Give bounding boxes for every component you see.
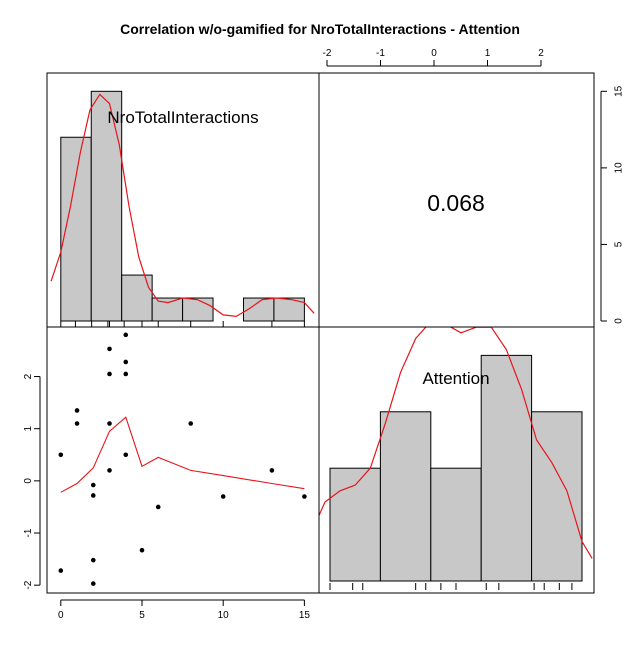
scatter-point	[123, 359, 129, 365]
bottom-axis-tick-label: 5	[139, 610, 145, 621]
scatter-point	[107, 421, 112, 426]
correlation-value: 0.068	[427, 190, 485, 216]
histogram-bar	[151, 297, 184, 322]
scatter-point	[123, 371, 129, 377]
smoother-line	[60, 416, 305, 493]
histogram-bar	[182, 297, 214, 322]
scatter-point	[107, 346, 112, 352]
scatter-point	[269, 468, 275, 473]
histogram-nro-total-interactions: NroTotalInteractions	[50, 90, 315, 327]
scatter-point	[139, 547, 145, 553]
scatter-point	[90, 581, 96, 586]
scatter-point	[155, 504, 161, 510]
right-axis-tick-label: 15	[614, 85, 625, 97]
histogram-bar	[273, 297, 305, 322]
scatter-point	[74, 421, 80, 426]
histogram-attention: Attention	[319, 327, 593, 590]
scatter-point	[58, 568, 64, 573]
left-axis-tick-label: -2	[23, 580, 34, 589]
bottom-axis-tick-label: 15	[299, 610, 311, 621]
axes: 0 5 10 15 -2 -1 0 1 2 -2 -1 0 1 2 0 5 10 15	[23, 48, 625, 621]
scatter-point	[107, 371, 112, 377]
scatter-point	[107, 468, 112, 473]
bottom-axis-tick-label: 10	[218, 610, 230, 621]
right-axis-tick-label: 5	[614, 241, 625, 247]
density-line	[50, 93, 315, 318]
scatter-point	[123, 332, 129, 338]
top-axis-tick-label: -1	[376, 48, 385, 59]
scatter-point	[302, 494, 307, 499]
scatter-point	[188, 421, 194, 426]
histogram-bar	[480, 354, 533, 582]
variable-label-nro-total-interactions: NroTotalInteractions	[107, 108, 258, 127]
histogram-bar	[329, 467, 381, 582]
right-axis-tick-label: 0	[614, 318, 625, 324]
chart-title: Correlation w/o-gamified for NroTotalInt…	[120, 21, 520, 37]
left-axis-tick-label: 1	[23, 425, 34, 431]
top-axis-tick-label: 0	[431, 48, 437, 59]
histogram-bar	[90, 90, 123, 322]
scatter-point	[74, 408, 80, 413]
top-axis-tick-label: 1	[485, 48, 491, 59]
scatter-point	[90, 557, 96, 563]
top-axis-tick-label: 2	[538, 48, 544, 59]
scatter-point	[220, 494, 226, 499]
left-axis-tick-label: 0	[23, 478, 34, 484]
variable-label-attention: Attention	[422, 369, 489, 388]
top-axis-tick-label: -2	[323, 48, 332, 59]
histogram-bar	[531, 411, 583, 582]
right-axis-tick-label: 10	[614, 162, 625, 174]
panel-border-bl	[46, 326, 320, 594]
histogram-bar	[379, 411, 432, 582]
scatter-point	[123, 452, 129, 458]
density-line	[319, 327, 593, 559]
scatter-point	[90, 482, 96, 488]
correlation-panel: 0.068	[427, 190, 485, 216]
scatter-point	[58, 452, 64, 458]
histogram-bar	[121, 274, 153, 322]
histogram-bar	[430, 467, 482, 582]
bottom-axis-tick-label: 0	[58, 610, 64, 621]
panel-border-br	[318, 326, 595, 594]
left-axis-tick-label: 2	[23, 373, 34, 379]
scatter-point	[90, 493, 96, 498]
scatter-attention-vs-interactions	[58, 332, 307, 586]
left-axis-tick-label: -1	[23, 528, 34, 537]
